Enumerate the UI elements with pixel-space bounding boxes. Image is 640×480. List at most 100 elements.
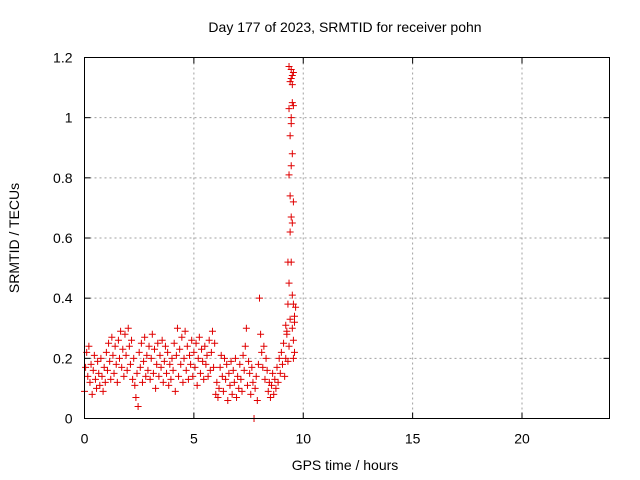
data-point bbox=[223, 360, 231, 368]
y-tick-label: 0 bbox=[65, 411, 73, 427]
data-point bbox=[106, 357, 114, 365]
data-point bbox=[116, 354, 123, 362]
data-point bbox=[285, 171, 293, 179]
data-point bbox=[155, 372, 163, 380]
data-point bbox=[130, 354, 138, 362]
data-point bbox=[182, 366, 190, 374]
data-point bbox=[219, 387, 227, 395]
data-point bbox=[214, 393, 222, 401]
data-point bbox=[246, 369, 254, 377]
data-point bbox=[95, 369, 103, 377]
data-point bbox=[121, 330, 129, 338]
data-point bbox=[227, 357, 235, 365]
data-point bbox=[280, 339, 288, 347]
data-point bbox=[262, 354, 270, 362]
data-point bbox=[88, 390, 96, 398]
data-point bbox=[287, 162, 295, 170]
data-point bbox=[287, 75, 295, 83]
data-point bbox=[260, 342, 268, 350]
data-point bbox=[211, 339, 219, 347]
data-point bbox=[252, 372, 260, 380]
data-point bbox=[151, 345, 158, 353]
x-axis-label: GPS time / hours bbox=[292, 457, 399, 473]
data-point bbox=[179, 378, 187, 386]
y-tick-label: 0.6 bbox=[53, 230, 73, 246]
data-point bbox=[239, 351, 247, 359]
data-point bbox=[94, 357, 102, 365]
data-point bbox=[264, 387, 272, 395]
data-point bbox=[153, 360, 161, 368]
data-point bbox=[287, 120, 295, 128]
data-point bbox=[176, 345, 184, 353]
data-point bbox=[285, 279, 293, 287]
data-point bbox=[136, 363, 144, 371]
data-point bbox=[285, 342, 293, 350]
data-point bbox=[281, 372, 289, 380]
data-point bbox=[171, 387, 179, 395]
data-points bbox=[81, 63, 300, 422]
data-point bbox=[289, 198, 297, 206]
data-point bbox=[82, 363, 90, 371]
data-point bbox=[86, 378, 94, 386]
data-point bbox=[146, 375, 154, 383]
data-point bbox=[213, 378, 221, 386]
data-point bbox=[119, 345, 127, 353]
data-point bbox=[270, 390, 278, 398]
data-point bbox=[124, 324, 132, 332]
data-point bbox=[154, 339, 162, 347]
data-point bbox=[278, 360, 286, 368]
data-point bbox=[126, 360, 134, 368]
data-point bbox=[178, 333, 186, 341]
data-point bbox=[134, 402, 142, 410]
data-point bbox=[288, 219, 296, 227]
data-point bbox=[113, 378, 121, 386]
data-point bbox=[218, 372, 226, 380]
data-point bbox=[93, 384, 101, 392]
data-point bbox=[161, 342, 169, 350]
data-point bbox=[215, 384, 223, 392]
data-point bbox=[118, 363, 126, 371]
data-point bbox=[198, 345, 206, 353]
data-point bbox=[200, 375, 208, 383]
data-point bbox=[286, 192, 294, 200]
data-point bbox=[275, 354, 283, 362]
data-point bbox=[102, 348, 110, 356]
data-point bbox=[233, 393, 241, 401]
data-point bbox=[133, 369, 141, 377]
data-point bbox=[98, 372, 106, 380]
data-point bbox=[192, 339, 200, 347]
data-point bbox=[261, 375, 269, 383]
plot-frame bbox=[84, 57, 610, 419]
data-point bbox=[91, 375, 99, 383]
data-point bbox=[201, 342, 209, 350]
data-point bbox=[120, 372, 128, 380]
data-point bbox=[240, 366, 248, 374]
y-tick-label: 0.8 bbox=[53, 170, 73, 186]
y-tick-label: 0.4 bbox=[53, 290, 73, 306]
data-point bbox=[132, 393, 140, 401]
data-point bbox=[164, 348, 172, 356]
data-point bbox=[188, 336, 196, 344]
data-point bbox=[190, 348, 198, 356]
data-point bbox=[125, 342, 133, 350]
data-point bbox=[289, 336, 297, 344]
data-point bbox=[256, 294, 263, 302]
data-point bbox=[226, 381, 234, 389]
data-point bbox=[254, 360, 262, 368]
data-point bbox=[284, 357, 292, 365]
data-point bbox=[291, 312, 298, 320]
data-point bbox=[196, 369, 204, 377]
data-point bbox=[210, 363, 218, 371]
data-point bbox=[208, 327, 216, 335]
data-point bbox=[163, 369, 171, 377]
data-point bbox=[187, 360, 195, 368]
data-point bbox=[288, 81, 296, 89]
data-point bbox=[206, 366, 214, 374]
data-point bbox=[207, 348, 215, 356]
data-point bbox=[140, 357, 148, 365]
data-point bbox=[84, 372, 92, 380]
data-point bbox=[105, 339, 113, 347]
data-point bbox=[288, 72, 296, 80]
data-point bbox=[283, 327, 291, 335]
